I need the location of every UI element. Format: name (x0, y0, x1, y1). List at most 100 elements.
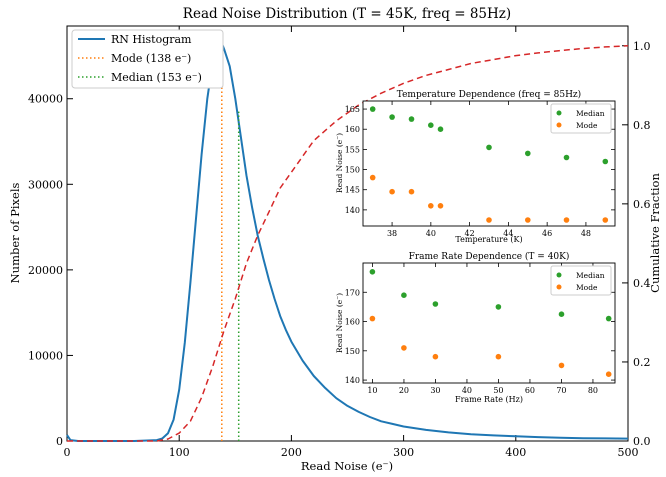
framerate-point-mode (605, 371, 612, 378)
framerate-inset-x-label: Frame Rate (Hz) (455, 395, 523, 404)
temperature-point-mode (437, 203, 444, 209)
x-tick-label: 300 (393, 446, 414, 459)
framerate-x-tick-label: 60 (525, 386, 535, 395)
temperature-point-mode (369, 174, 376, 181)
y-right-tick-label: 0.8 (633, 119, 651, 132)
temperature-point-mode (428, 203, 434, 209)
framerate-x-tick-label: 50 (493, 386, 503, 395)
framerate-x-tick-label: 40 (462, 386, 472, 395)
framerate-x-tick-label: 70 (556, 386, 566, 395)
framerate-inset: Frame Rate Dependence (T = 40K) 10 20 30 40… (335, 251, 616, 404)
framerate-x-tick-label: 30 (430, 386, 440, 395)
framerate-point-median (558, 311, 565, 318)
temperature-point-mode (563, 217, 570, 223)
framerate-legend-label-mode: Mode (576, 283, 598, 292)
temperature-point-mode (602, 217, 609, 223)
legend-label-median: Median (153 e⁻) (111, 71, 202, 84)
x-tick-label: 200 (281, 446, 302, 459)
y-tick-label: 30000 (28, 178, 63, 191)
temperature-x-tick-label: 38 (387, 229, 397, 238)
framerate-y-tick-label: 150 (345, 347, 360, 356)
y-right-tick-label: 0.2 (633, 356, 651, 369)
framerate-point-mode (432, 353, 439, 360)
temperature-y-tick-label: 150 (345, 166, 360, 175)
framerate-point-median (401, 292, 407, 299)
y-tick-label: 40000 (28, 93, 63, 106)
temperature-point-median (525, 150, 531, 157)
temperature-x-tick-label: 42 (465, 229, 475, 238)
main-x-ticks: 0 100 200 300 400 500 (64, 26, 639, 459)
temperature-point-median (369, 106, 376, 112)
framerate-point-mode (401, 345, 407, 351)
framerate-x-tick-label: 20 (399, 386, 409, 395)
framerate-inset-points (369, 269, 612, 378)
y-right-tick-label: 1.0 (633, 40, 651, 53)
temperature-point-median (563, 154, 570, 161)
x-tick-label: 400 (505, 446, 526, 459)
framerate-y-tick-label: 170 (345, 288, 360, 297)
framerate-inset-ticks: 10 20 30 40 50 60 70 80 140 150 160 170 (345, 263, 615, 395)
temperature-y-tick-label: 160 (345, 125, 360, 134)
temperature-x-tick-label: 46 (542, 229, 552, 238)
temperature-point-median (602, 158, 609, 165)
main-y-ticks: 0 10000 20000 30000 40000 (28, 93, 73, 448)
framerate-point-median (369, 269, 376, 275)
framerate-x-tick-label: 80 (588, 386, 598, 395)
framerate-point-mode (369, 315, 376, 322)
temperature-inset-points (369, 106, 609, 223)
temperature-inset-x-label: Temperature (K) (455, 235, 522, 244)
framerate-y-tick-label: 140 (345, 376, 360, 385)
main-title: Read Noise Distribution (T = 45K, freq =… (183, 6, 511, 22)
x-tick-label: 500 (618, 446, 639, 459)
y-tick-label: 0 (56, 435, 63, 448)
temperature-point-mode (525, 217, 531, 223)
main-y-ticks-right: 0.0 0.2 0.4 0.6 0.8 1.0 (622, 40, 651, 448)
main-legend: RN Histogram Mode (138 e⁻) Median (153 e… (71, 29, 224, 89)
temperature-inset-ticks: 38 40 42 44 46 48 140 145 150 155 160 165 (345, 101, 615, 238)
framerate-point-median (495, 304, 502, 310)
temperature-legend-box (550, 103, 612, 134)
temperature-legend-marker-mode (556, 122, 562, 128)
temperature-point-median (486, 144, 492, 151)
framerate-x-tick-label: 10 (367, 386, 377, 395)
main-x-axis-label: Read Noise (e⁻) (301, 459, 393, 473)
framerate-legend-marker-median (556, 272, 562, 278)
temperature-x-tick-label: 48 (581, 229, 591, 238)
histogram-line (66, 42, 629, 442)
framerate-point-mode (495, 353, 502, 360)
framerate-legend-marker-mode (556, 284, 562, 290)
main-y-axis-label: Number of Pixels (8, 182, 22, 283)
legend-label-histogram: RN Histogram (111, 33, 192, 46)
framerate-point-median (605, 315, 612, 322)
y-tick-label: 20000 (28, 264, 63, 277)
x-tick-label: 100 (169, 446, 190, 459)
main-chart: Read Noise Distribution (T = 45K, freq =… (8, 6, 662, 473)
framerate-point-mode (558, 362, 565, 369)
temperature-y-tick-label: 165 (345, 105, 360, 114)
temperature-point-mode (389, 188, 395, 195)
temperature-inset: Temperature Dependence (freq = 85Hz) 38 4… (335, 89, 616, 244)
y-right-tick-label: 0.6 (633, 198, 651, 211)
temperature-inset-y-label: Read Noise (e⁻) (335, 133, 344, 193)
framerate-legend-box (550, 265, 612, 296)
temperature-x-tick-label: 44 (503, 229, 513, 238)
temperature-inset-legend: Median Mode (550, 103, 612, 134)
x-tick-label: 0 (64, 446, 71, 459)
temperature-y-tick-label: 155 (345, 145, 360, 154)
temperature-inset-title: Temperature Dependence (freq = 85Hz) (397, 89, 581, 100)
y-right-tick-label: 0.0 (633, 435, 651, 448)
legend-label-mode: Mode (138 e⁻) (111, 52, 191, 65)
y-right-tick-label: 0.4 (633, 277, 651, 290)
temperature-legend-marker-median (556, 110, 562, 116)
temperature-x-tick-label: 40 (426, 229, 436, 238)
temperature-point-mode (408, 188, 415, 195)
framerate-inset-legend: Median Mode (550, 265, 612, 296)
main-plot-frame (66, 25, 629, 442)
main-y-axis-label-right: Cumulative Fraction (648, 173, 662, 293)
temperature-point-mode (486, 217, 492, 223)
temperature-point-median (389, 114, 395, 120)
y-tick-label: 10000 (28, 349, 63, 362)
framerate-legend-label-median: Median (576, 271, 605, 280)
temperature-y-tick-label: 145 (345, 186, 360, 195)
